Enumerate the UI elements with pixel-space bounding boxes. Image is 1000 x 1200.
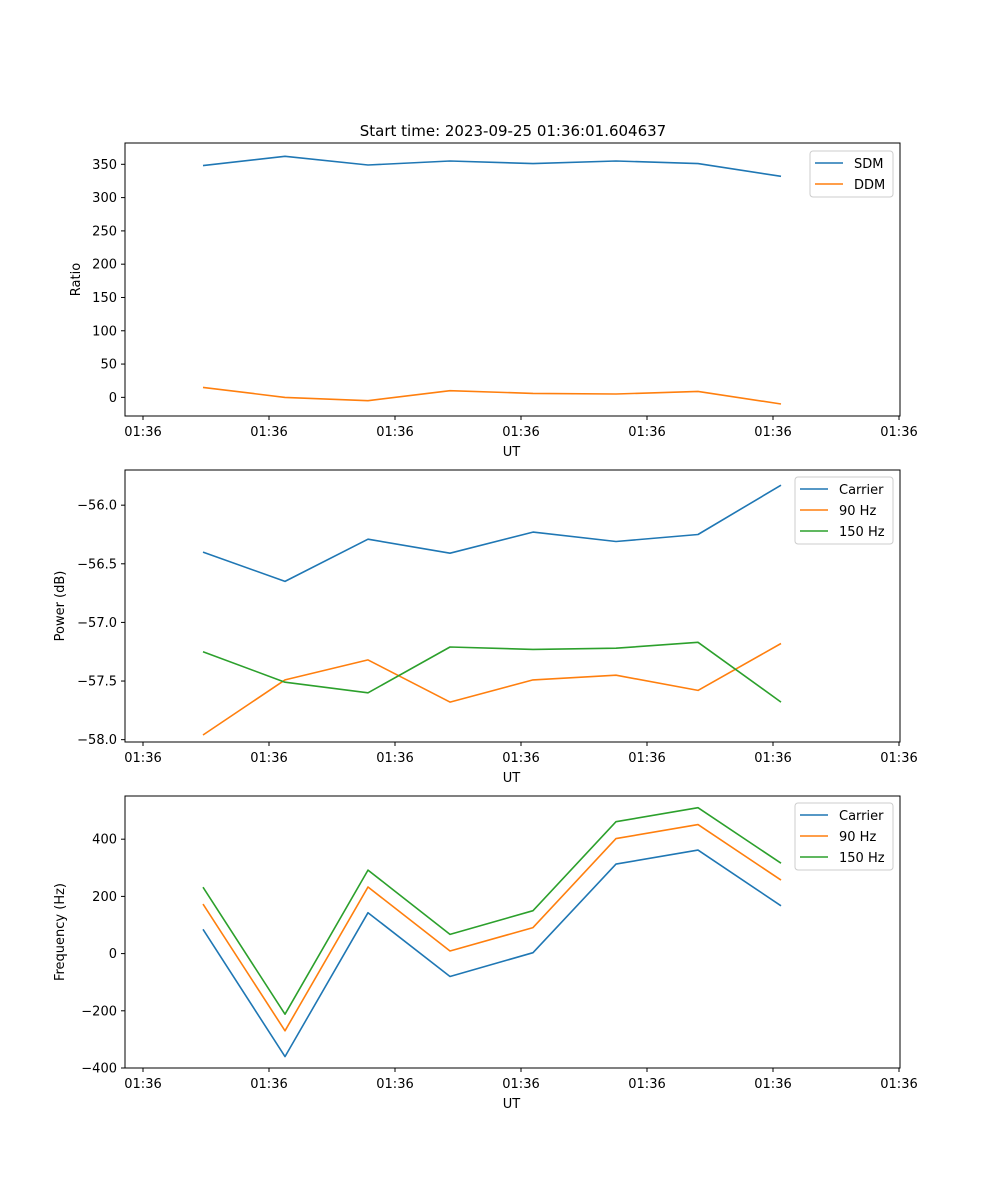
charts: 01:36 01:36 01:36 01:36 01:36 01:36 01:36 UT 0 50… bbox=[53, 142, 918, 1112]
y-tick-label: −200 bbox=[81, 1004, 117, 1019]
series-line-carrier bbox=[202, 484, 782, 583]
plot-frame bbox=[124, 469, 901, 743]
x-tick-label: 01:36 bbox=[754, 425, 791, 440]
chart-panel-3: 01:36 01:36 01:36 01:36 01:36 01:36 01:36 UT −40… bbox=[53, 795, 918, 1112]
x-tick-label: 01:36 bbox=[502, 751, 539, 766]
x-tick-label: 01:36 bbox=[502, 425, 539, 440]
series-line-150-hz bbox=[202, 641, 782, 703]
x-tick-label: 01:36 bbox=[376, 425, 413, 440]
legend-label: SDM bbox=[854, 157, 883, 172]
series-line-sdm bbox=[202, 155, 782, 178]
x-tick-label: 01:36 bbox=[628, 425, 665, 440]
x-tick-label: 01:36 bbox=[880, 425, 917, 440]
legend-box bbox=[794, 476, 894, 545]
legend-label: 90 Hz bbox=[839, 830, 876, 845]
y-tick-label: −56.0 bbox=[77, 499, 117, 514]
x-tick-label: 01:36 bbox=[250, 1077, 287, 1092]
x-tick-label: 01:36 bbox=[880, 751, 917, 766]
y-axis-label: Frequency (Hz) bbox=[53, 883, 68, 981]
series-line-150-hz bbox=[202, 806, 782, 1016]
legend-label: 150 Hz bbox=[839, 525, 885, 540]
x-tick-label: 01:36 bbox=[124, 425, 161, 440]
legend: SDM DDM bbox=[809, 150, 894, 198]
legend-label: Carrier bbox=[839, 483, 884, 498]
series-line-ddm bbox=[202, 386, 782, 405]
y-tick-label: 200 bbox=[92, 890, 117, 905]
chart-panel-1: 01:36 01:36 01:36 01:36 01:36 01:36 01:36 UT 0 50… bbox=[69, 142, 918, 460]
legend-label: Carrier bbox=[839, 809, 884, 824]
y-tick-label: 100 bbox=[92, 324, 117, 339]
y-tick-label: 50 bbox=[100, 358, 117, 373]
legend-label: 90 Hz bbox=[839, 504, 876, 519]
y-tick-label: 0 bbox=[109, 947, 117, 962]
x-tick-label: 01:36 bbox=[502, 1077, 539, 1092]
series-line-90-hz bbox=[202, 642, 782, 736]
y-tick-label: 300 bbox=[92, 191, 117, 206]
x-axis-label: UT bbox=[503, 771, 521, 786]
plot-frame bbox=[124, 795, 901, 1069]
x-tick-label: 01:36 bbox=[754, 751, 791, 766]
legend: Carrier 90 Hz 150 Hz bbox=[794, 802, 894, 871]
x-tick-label: 01:36 bbox=[124, 1077, 161, 1092]
y-tick-label: −400 bbox=[81, 1062, 117, 1077]
plot-frame bbox=[124, 142, 901, 417]
y-tick-label: 350 bbox=[92, 158, 117, 173]
y-tick-label: −57.0 bbox=[77, 616, 117, 631]
y-tick-label: 0 bbox=[109, 391, 117, 406]
series-line-carrier bbox=[202, 849, 782, 1058]
y-axis-label: Power (dB) bbox=[53, 571, 68, 642]
x-tick-label: 01:36 bbox=[880, 1077, 917, 1092]
chart-panel-2: 01:36 01:36 01:36 01:36 01:36 01:36 01:36 UT −58… bbox=[53, 469, 918, 786]
y-tick-label: 200 bbox=[92, 258, 117, 273]
y-tick-label: −58.0 bbox=[77, 733, 117, 748]
legend-label: 150 Hz bbox=[839, 851, 885, 866]
x-tick-label: 01:36 bbox=[754, 1077, 791, 1092]
figure-title: Start time: 2023-09-25 01:36:01.604637 bbox=[360, 122, 666, 140]
x-axis-label: UT bbox=[503, 445, 521, 460]
y-axis-label: Ratio bbox=[69, 263, 84, 296]
legend-label: DDM bbox=[854, 178, 885, 193]
y-tick-label: −57.5 bbox=[77, 675, 117, 690]
legend-box bbox=[794, 802, 894, 871]
x-tick-label: 01:36 bbox=[376, 751, 413, 766]
x-tick-label: 01:36 bbox=[250, 425, 287, 440]
x-tick-label: 01:36 bbox=[628, 751, 665, 766]
x-tick-label: 01:36 bbox=[376, 1077, 413, 1092]
y-tick-label: 400 bbox=[92, 833, 117, 848]
legend: Carrier 90 Hz 150 Hz bbox=[794, 476, 894, 545]
x-tick-label: 01:36 bbox=[250, 751, 287, 766]
y-tick-label: 250 bbox=[92, 224, 117, 239]
y-tick-label: −56.5 bbox=[77, 557, 117, 572]
series-line-90-hz bbox=[202, 823, 782, 1032]
y-tick-label: 150 bbox=[92, 291, 117, 306]
x-tick-label: 01:36 bbox=[124, 751, 161, 766]
x-axis-label: UT bbox=[503, 1097, 521, 1112]
x-tick-label: 01:36 bbox=[628, 1077, 665, 1092]
